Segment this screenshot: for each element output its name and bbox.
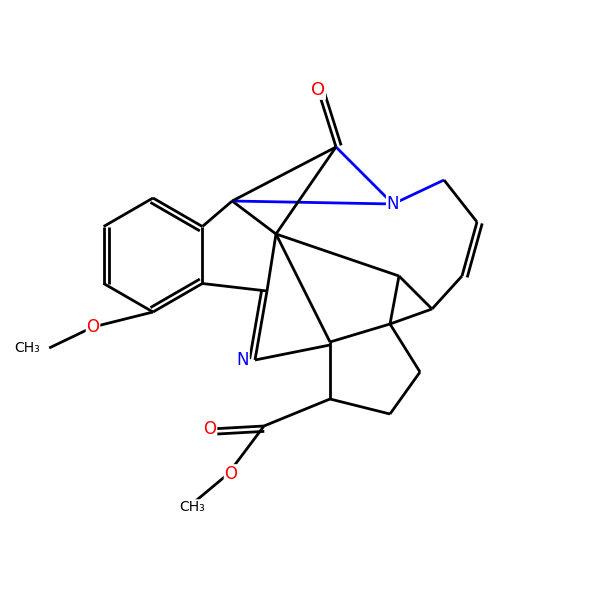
Text: O: O — [203, 420, 217, 438]
Text: CH₃: CH₃ — [14, 341, 40, 355]
Text: O: O — [311, 81, 325, 99]
Text: N: N — [236, 351, 249, 369]
Text: N: N — [387, 195, 399, 213]
Text: O: O — [86, 318, 100, 336]
Text: CH₃: CH₃ — [179, 500, 205, 514]
Text: O: O — [224, 465, 238, 483]
